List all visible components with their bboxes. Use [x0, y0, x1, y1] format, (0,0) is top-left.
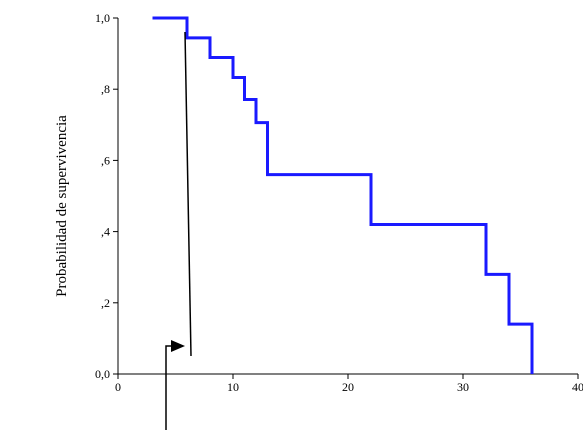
y-tick-label: ,8	[101, 82, 110, 96]
annotation-line	[184, 31, 192, 357]
y-tick-label: ,6	[101, 153, 110, 167]
x-tick-label: 40	[572, 380, 583, 394]
x-tick-label: 10	[227, 380, 239, 394]
survival-step-line	[152, 16, 534, 374]
x-tick-label: 0	[115, 380, 121, 394]
y-tick-label: ,4	[101, 225, 110, 239]
series	[152, 16, 534, 374]
annotations	[165, 31, 192, 430]
x-tick-label: 30	[457, 380, 469, 394]
ticks: 0,0 ,2 ,4 ,6 ,8 1,0 0 10 20 30 40	[95, 11, 583, 394]
y-tick-label: 1,0	[95, 11, 110, 25]
annotation-arrow-shaft	[165, 345, 176, 430]
y-tick-label: ,2	[101, 296, 110, 310]
y-tick-label: 0,0	[95, 367, 110, 381]
y-axis-title: Probabilidad de supervivencia	[54, 115, 70, 297]
annotation-arrowhead	[171, 340, 185, 352]
x-tick-label: 20	[342, 380, 354, 394]
